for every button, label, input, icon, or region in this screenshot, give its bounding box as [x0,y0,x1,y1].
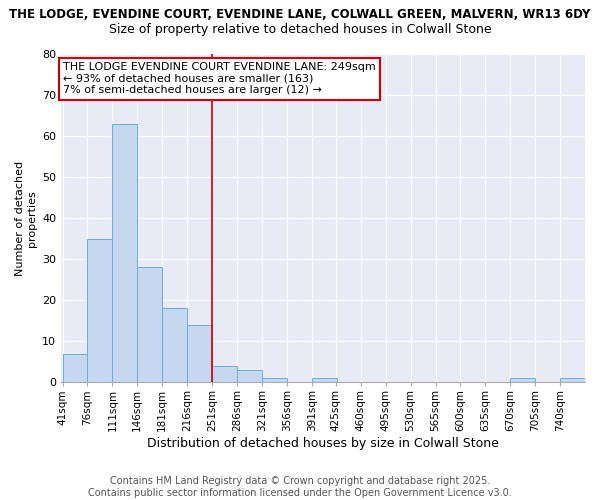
X-axis label: Distribution of detached houses by size in Colwall Stone: Distribution of detached houses by size … [147,437,499,450]
Bar [262,378,287,382]
Bar [237,370,262,382]
Text: Contains HM Land Registry data © Crown copyright and database right 2025.
Contai: Contains HM Land Registry data © Crown c… [88,476,512,498]
Text: THE LODGE, EVENDINE COURT, EVENDINE LANE, COLWALL GREEN, MALVERN, WR13 6DY: THE LODGE, EVENDINE COURT, EVENDINE LANE… [10,8,590,20]
Bar [62,354,88,382]
Bar [212,366,237,382]
Bar [137,268,162,382]
Y-axis label: Number of detached
properties: Number of detached properties [15,160,37,276]
Bar [510,378,535,382]
Bar [187,325,212,382]
Bar [311,378,337,382]
Text: THE LODGE EVENDINE COURT EVENDINE LANE: 249sqm
← 93% of detached houses are smal: THE LODGE EVENDINE COURT EVENDINE LANE: … [63,62,376,96]
Bar [88,238,112,382]
Text: Size of property relative to detached houses in Colwall Stone: Size of property relative to detached ho… [109,22,491,36]
Bar [162,308,187,382]
Bar [112,124,137,382]
Bar [560,378,585,382]
